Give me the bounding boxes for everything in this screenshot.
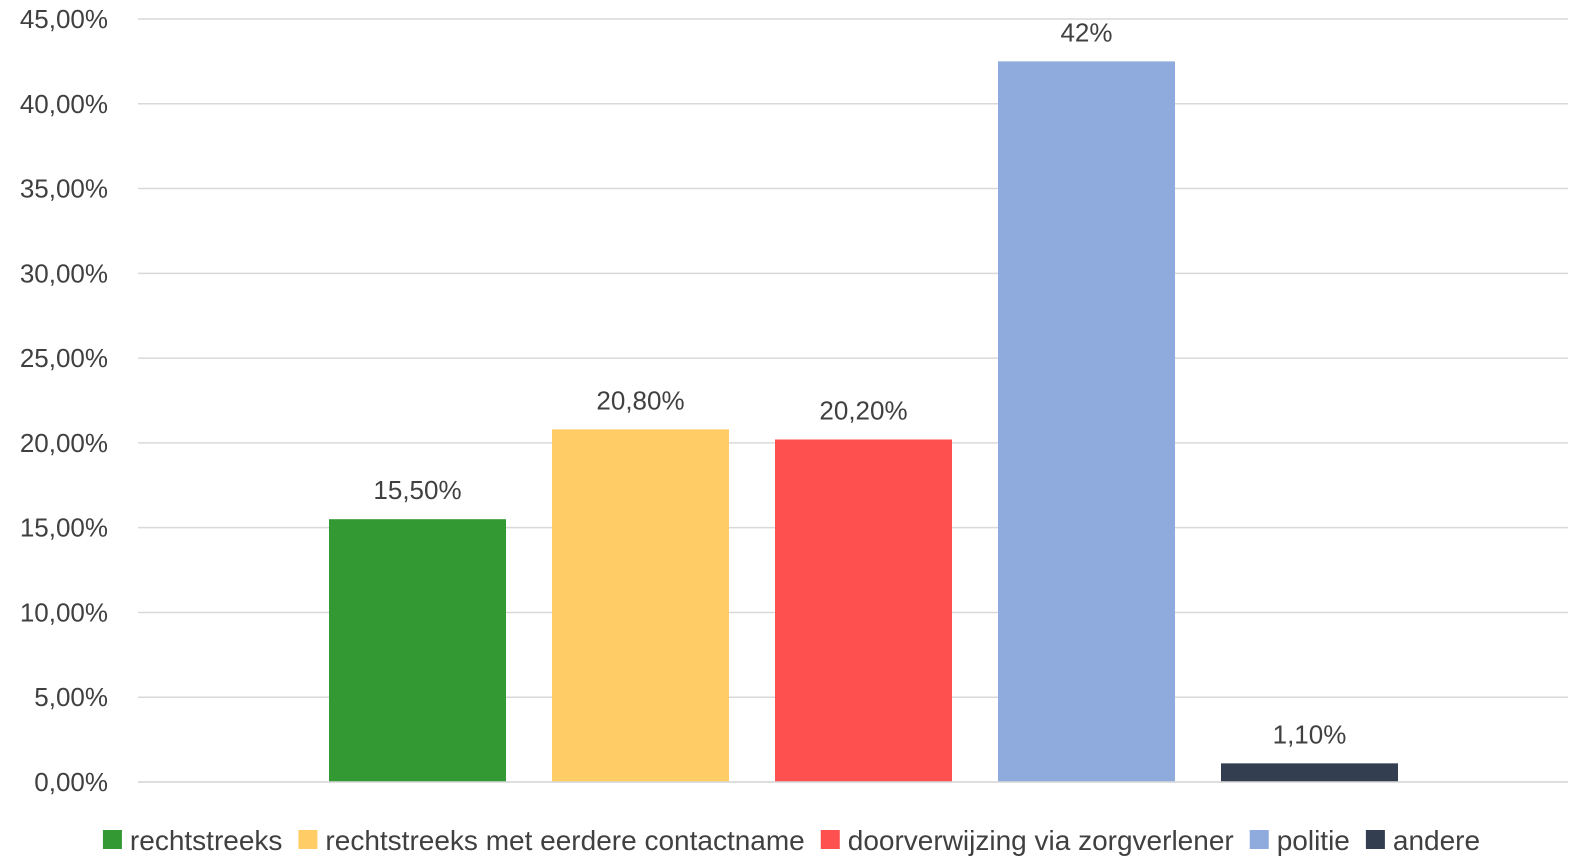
y-tick-label: 5,00%: [34, 682, 108, 712]
data-labels: 15,50% 20,80% 20,20% 42% 1,10%: [373, 17, 1346, 749]
bar-5: [1221, 763, 1398, 782]
legend-item: rechtstreeks: [102, 825, 283, 856]
y-tick-label: 30,00%: [20, 258, 108, 288]
y-tick-label: 20,00%: [20, 428, 108, 458]
bar-4: [998, 61, 1175, 782]
legend-label: doorverwijzing via zorgverlener: [848, 825, 1234, 856]
legend-item: andere: [1365, 825, 1480, 856]
legend-label: politie: [1277, 825, 1350, 856]
bar-2: [552, 429, 729, 782]
legend: rechtstreeks rechtstreeks met eerdere con…: [102, 825, 1480, 856]
legend-item: rechtstreeks met eerdere contactname: [298, 825, 805, 856]
legend-label: rechtstreeks met eerdere contactname: [325, 825, 804, 856]
y-axis-tick-labels: 0,00% 5,00% 10,00% 15,00% 20,00% 25,00% 30,00%…: [20, 4, 108, 797]
legend-label: andere: [1393, 825, 1480, 856]
y-tick-label: 35,00%: [20, 174, 108, 204]
y-tick-label: 15,00%: [20, 513, 108, 543]
legend-swatch: [102, 830, 122, 849]
bar-3: [775, 439, 952, 782]
legend-swatch: [820, 830, 840, 849]
data-label: 20,80%: [596, 385, 684, 415]
legend-swatch: [1249, 830, 1269, 849]
data-label: 1,10%: [1273, 719, 1347, 749]
legend-swatch: [298, 830, 318, 849]
legend-swatch: [1365, 830, 1385, 849]
data-label: 15,50%: [373, 475, 461, 505]
y-tick-label: 25,00%: [20, 343, 108, 373]
y-tick-label: 10,00%: [20, 597, 108, 627]
data-label: 20,20%: [819, 395, 907, 425]
bar-1: [329, 519, 506, 782]
data-label: 42%: [1060, 17, 1112, 47]
y-tick-label: 45,00%: [20, 4, 108, 34]
y-tick-label: 40,00%: [20, 89, 108, 119]
legend-item: politie: [1249, 825, 1350, 856]
legend-item: doorverwijzing via zorgverlener: [820, 825, 1234, 856]
bars: [138, 61, 1568, 783]
y-tick-label: 0,00%: [34, 767, 108, 797]
legend-label: rechtstreeks: [130, 825, 283, 856]
